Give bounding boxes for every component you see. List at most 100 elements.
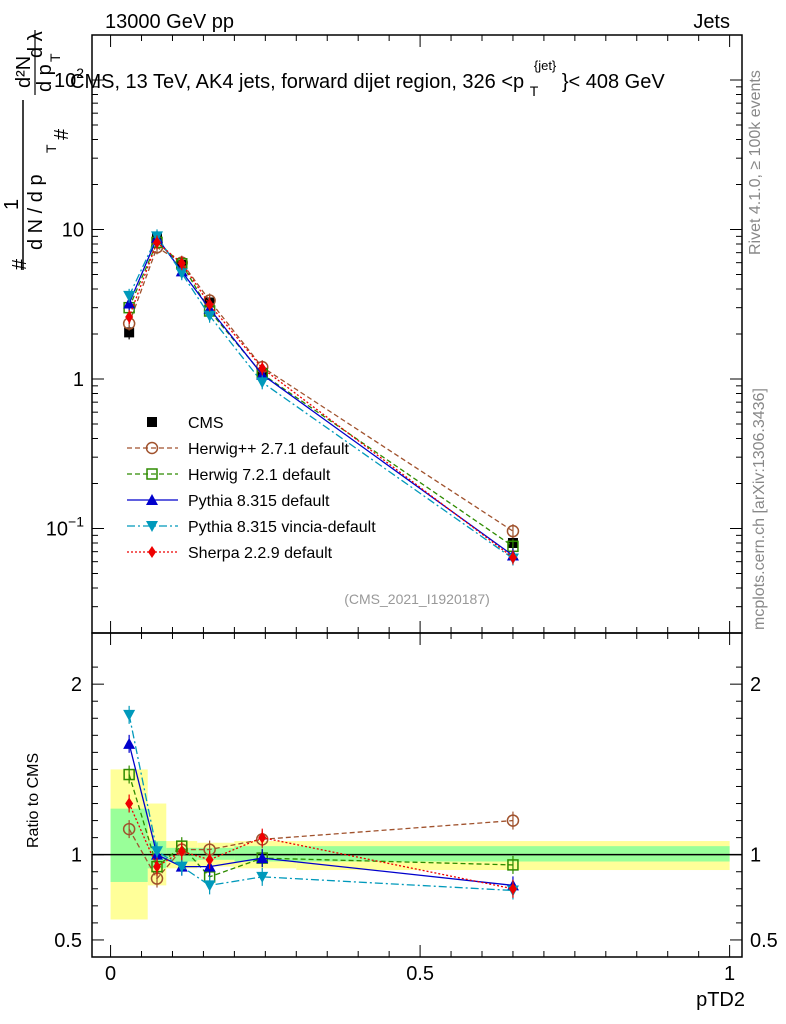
- ratio-y-tick-label-right: 0.5: [750, 930, 778, 952]
- ratio-point: [122, 822, 136, 836]
- ratio-point: [256, 871, 269, 883]
- y-tick-label: 10: [62, 220, 84, 242]
- title-text: CMS, 13 TeV, AK4 jets, forward dijet reg…: [70, 71, 524, 93]
- ylabel-hash-1: #: [9, 258, 31, 270]
- main-title: CMS, 13 TeV, AK4 jets, forward dijet reg…: [70, 53, 665, 101]
- ratio-series-line: [128, 714, 513, 892]
- ylabel-hash-2: #: [51, 128, 73, 140]
- ratio-point: [123, 768, 135, 781]
- legend-item: Herwig 7.2.1 default: [127, 467, 331, 484]
- legend-label: Pythia 8.315 default: [188, 493, 330, 510]
- ratio-series-4: [125, 794, 517, 898]
- data-point: [125, 310, 134, 323]
- legend-label: Sherpa 2.2.9 default: [188, 545, 333, 562]
- ratio-point: [205, 853, 214, 866]
- ratio-point: [177, 845, 186, 858]
- ratio-point: [507, 859, 519, 871]
- series-line: [128, 241, 514, 547]
- data-point: [203, 310, 216, 322]
- series-line: [128, 246, 514, 532]
- ratio-series-line: [128, 743, 514, 887]
- ratio-point: [258, 831, 267, 844]
- data-point: [508, 551, 517, 564]
- legend-item: Sherpa 2.2.9 default: [127, 545, 333, 562]
- ratio-point: [125, 797, 134, 810]
- series-line: [128, 235, 514, 560]
- ylabel-dn: d N / d p: [25, 174, 47, 250]
- ratio-point: [175, 861, 188, 873]
- data-point: [175, 268, 188, 280]
- x-tick-label: 0.5: [406, 963, 434, 985]
- data-point: [123, 297, 136, 309]
- legend-item: Pythia 8.315 default: [127, 493, 330, 510]
- y-tick-label: 1: [73, 369, 84, 391]
- legend-item: Pythia 8.315 vincia-default: [127, 519, 376, 536]
- data-point: [256, 377, 269, 389]
- title-sub: T: [530, 83, 539, 99]
- series-line: [128, 236, 514, 557]
- ratio-point: [151, 846, 163, 858]
- rivet-label: Rivet 4.1.0, ≥ 100k events: [747, 70, 764, 255]
- mcplots-label: mcplots.cern.ch [arXiv:1306.3436]: [751, 388, 768, 630]
- legend-item: CMS: [147, 415, 224, 432]
- x-tick-label: 0: [105, 963, 116, 985]
- ratio-series-line: [128, 774, 513, 878]
- series-4: [123, 229, 519, 566]
- main-frame: [91, 34, 743, 634]
- title-sup: {jet}: [534, 58, 557, 73]
- ratio-series-3: [123, 705, 519, 900]
- ratio-point: [123, 709, 136, 721]
- uncertainty-band-inner: [197, 847, 235, 860]
- uncertainty-band-inner: [296, 846, 730, 862]
- ratio-point: [123, 737, 136, 749]
- ratio-point: [256, 852, 269, 864]
- ratio-y-tick-label: 2: [71, 674, 82, 696]
- ratio-series-line: [128, 803, 514, 890]
- ratio-frame: [91, 632, 743, 958]
- legend-marker: [146, 468, 158, 480]
- data-point: [153, 236, 161, 249]
- data-point: [177, 257, 186, 270]
- data-point: [258, 362, 267, 375]
- data-point: [205, 298, 214, 311]
- header-right: Jets: [693, 11, 730, 33]
- ratio-point: [203, 880, 216, 892]
- legend-marker: [146, 494, 158, 505]
- ratio-point: [508, 882, 517, 895]
- analysis-annotation: (CMS_2021_I1920187): [344, 591, 490, 607]
- ratio-y-label: Ratio to CMS: [25, 753, 42, 848]
- ratio-point: [153, 860, 161, 873]
- legend-marker: [145, 441, 159, 455]
- ylabel-dpt: d p: [34, 64, 56, 92]
- ratio-y-tick-label-right: 2: [750, 674, 761, 696]
- data-point: [123, 290, 136, 302]
- legend-marker: [147, 417, 157, 427]
- uncertainty-band-inner: [110, 808, 148, 882]
- legend-marker: [148, 546, 156, 558]
- title-tail: }< 408 GeV: [562, 71, 666, 93]
- main-y-axis-label: # 1 d N / d p T # d²N d p T d λ: [1, 30, 73, 270]
- main-plot: 10−1 1 10 102: [46, 34, 743, 634]
- x-tick-label: 1: [724, 963, 735, 985]
- legend-marker: [146, 521, 158, 532]
- header-left: 13000 GeV pp: [105, 11, 234, 33]
- x-axis-label: pTD2: [696, 989, 745, 1011]
- ratio-y-tick-label: 0.5: [54, 930, 82, 952]
- legend-label: CMS: [188, 415, 224, 432]
- ratio-y-tick-label-right: 1: [750, 845, 761, 867]
- ylabel-one: 1: [1, 199, 23, 210]
- legend: CMS Herwig++ 2.7.1 default Herwig 7.2.1 de…: [127, 415, 376, 562]
- legend-label: Herwig++ 2.7.1 default: [188, 441, 350, 458]
- series-line: [128, 241, 514, 558]
- ratio-series-line: [128, 819, 514, 880]
- legend-label: Herwig 7.2.1 default: [188, 467, 331, 484]
- ratio-y-tick-label: 1: [71, 845, 82, 867]
- series-5: [125, 235, 517, 565]
- series-3: [123, 230, 519, 563]
- data-point: [506, 524, 520, 538]
- ylabel-t-2: T: [47, 53, 63, 62]
- y-tick-label: 10−1: [46, 514, 84, 541]
- ylabel-dl: d λ: [25, 31, 47, 58]
- ratio-point: [506, 814, 520, 827]
